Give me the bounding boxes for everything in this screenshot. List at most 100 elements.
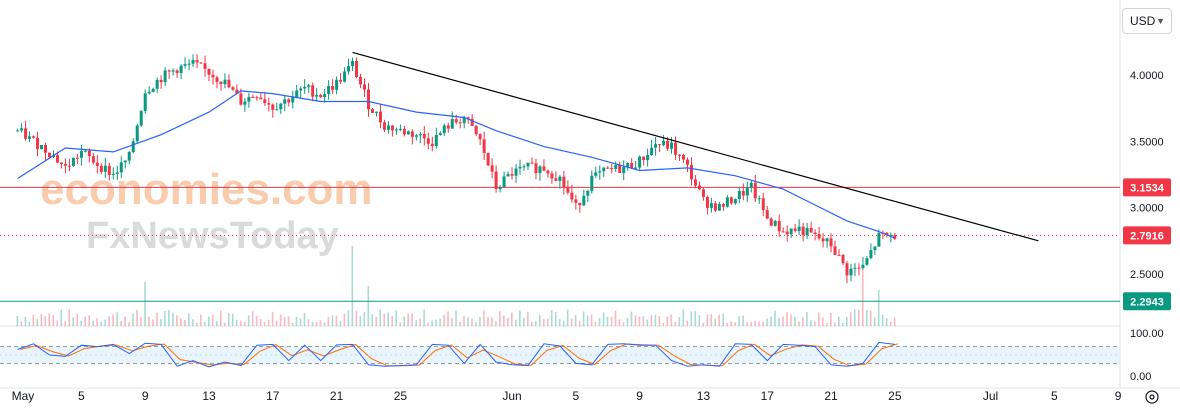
candle[interactable] [514, 163, 518, 184]
candle[interactable] [562, 170, 566, 195]
candle[interactable] [721, 202, 725, 211]
candle[interactable] [135, 123, 139, 144]
candle[interactable] [765, 205, 769, 220]
candle[interactable] [183, 57, 187, 69]
candle[interactable] [446, 122, 450, 133]
candle[interactable] [327, 80, 331, 100]
candle[interactable] [877, 229, 881, 247]
candle[interactable] [111, 167, 115, 180]
candle[interactable] [606, 165, 610, 170]
candle[interactable] [881, 230, 885, 240]
candle[interactable] [59, 162, 63, 169]
candle[interactable] [24, 120, 28, 141]
candle[interactable] [339, 73, 343, 85]
candle[interactable] [442, 123, 446, 136]
candle[interactable] [426, 132, 430, 150]
candle[interactable] [247, 92, 251, 108]
candle[interactable] [534, 158, 538, 180]
candle[interactable] [406, 130, 410, 135]
candle[interactable] [259, 92, 263, 100]
candle[interactable] [837, 249, 841, 256]
candle[interactable] [470, 113, 474, 127]
candle[interactable] [713, 201, 717, 213]
candle[interactable] [857, 263, 861, 276]
candle[interactable] [295, 84, 299, 98]
candle[interactable] [91, 152, 95, 165]
candle[interactable] [191, 54, 195, 67]
candle[interactable] [678, 153, 682, 161]
candle[interactable] [299, 86, 303, 98]
candle[interactable] [845, 261, 849, 284]
candle[interactable] [363, 78, 367, 97]
candle[interactable] [729, 196, 733, 205]
candle[interactable] [474, 124, 478, 137]
candle[interactable] [833, 240, 837, 256]
candle[interactable] [674, 136, 678, 160]
candle[interactable] [315, 88, 319, 102]
candle[interactable] [466, 116, 470, 124]
candle[interactable] [119, 156, 123, 178]
candle[interactable] [634, 160, 638, 171]
candle[interactable] [646, 148, 650, 167]
candle[interactable] [494, 165, 498, 193]
candle[interactable] [873, 246, 877, 255]
candle[interactable] [689, 157, 693, 186]
candle[interactable] [343, 67, 347, 83]
candle[interactable] [99, 163, 103, 175]
candle[interactable] [115, 165, 119, 180]
candle[interactable] [753, 174, 757, 203]
candle[interactable] [582, 189, 586, 207]
candle[interactable] [79, 144, 83, 166]
descending-trendline[interactable] [352, 51, 1039, 242]
candle[interactable] [275, 102, 279, 111]
candle[interactable] [251, 94, 255, 99]
candle[interactable] [127, 151, 131, 165]
candle[interactable] [271, 103, 275, 118]
candle[interactable] [235, 84, 239, 94]
candle[interactable] [347, 58, 351, 75]
candle[interactable] [103, 157, 107, 178]
candle[interactable] [255, 95, 259, 101]
candle[interactable] [414, 133, 418, 141]
candle[interactable] [829, 233, 833, 253]
candle[interactable] [458, 118, 462, 129]
candle[interactable] [402, 125, 406, 137]
candle[interactable] [801, 222, 805, 242]
candle[interactable] [614, 161, 618, 172]
candle[interactable] [733, 198, 737, 205]
candle[interactable] [574, 194, 578, 210]
candle[interactable] [263, 91, 267, 106]
candle[interactable] [319, 93, 323, 99]
candle[interactable] [578, 202, 582, 213]
candle[interactable] [219, 80, 223, 91]
candle[interactable] [602, 166, 606, 178]
candle[interactable] [773, 219, 777, 227]
candle[interactable] [386, 121, 390, 134]
candle[interactable] [223, 73, 227, 88]
candle[interactable] [207, 68, 211, 82]
candle[interactable] [566, 180, 570, 195]
candle[interactable] [159, 75, 163, 89]
candle[interactable] [283, 95, 287, 112]
candle[interactable] [618, 161, 622, 174]
candle[interactable] [418, 131, 422, 144]
candle[interactable] [538, 164, 542, 181]
candle[interactable] [450, 111, 454, 129]
candle[interactable] [267, 97, 271, 112]
candle[interactable] [36, 131, 40, 157]
candle[interactable] [594, 166, 598, 178]
candle[interactable] [506, 171, 510, 177]
candle[interactable] [725, 195, 729, 208]
candle[interactable] [761, 192, 765, 217]
candle[interactable] [502, 171, 506, 189]
candle[interactable] [163, 67, 167, 87]
candle[interactable] [630, 158, 634, 170]
candle[interactable] [175, 69, 179, 79]
candle[interactable] [139, 109, 143, 127]
candle[interactable] [87, 148, 91, 163]
candle[interactable] [817, 226, 821, 241]
candle[interactable] [143, 89, 147, 114]
candle[interactable] [693, 175, 697, 189]
candle[interactable] [374, 111, 378, 117]
